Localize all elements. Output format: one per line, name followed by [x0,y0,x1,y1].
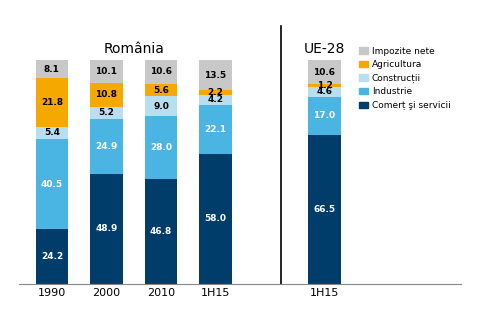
Text: 1.2: 1.2 [317,81,333,90]
Bar [308,87,341,97]
Bar [36,139,68,229]
Bar [90,174,123,284]
Bar [90,119,123,174]
Bar [144,84,177,96]
Text: 4.6: 4.6 [316,87,333,96]
Text: 17.0: 17.0 [313,112,336,120]
Bar [199,60,232,90]
Bar [36,127,68,139]
Text: 10.8: 10.8 [96,90,118,100]
Bar [308,97,341,135]
Text: 5.6: 5.6 [153,86,169,94]
Bar [90,60,123,83]
Bar [36,229,68,284]
Bar [308,60,341,84]
Bar [144,179,177,284]
Bar [199,105,232,154]
Text: 10.6: 10.6 [150,67,172,77]
Text: 9.0: 9.0 [153,102,169,111]
Text: 48.9: 48.9 [95,224,118,233]
Text: 22.1: 22.1 [204,125,227,134]
Text: 21.8: 21.8 [41,98,63,107]
Bar [90,83,123,107]
Text: 13.5: 13.5 [204,71,227,80]
Text: 2.2: 2.2 [207,88,223,97]
Bar [308,84,341,87]
Bar [199,90,232,95]
Text: 5.2: 5.2 [98,108,114,117]
Text: 4.2: 4.2 [207,95,224,104]
Text: 10.1: 10.1 [96,67,118,76]
Text: 66.5: 66.5 [313,205,336,214]
Text: 5.4: 5.4 [44,129,60,137]
Legend: Impozite nete, Agricultura, Construcții, Industrie, Comerț şi servicii: Impozite nete, Agricultura, Construcții,… [359,47,450,110]
Text: România: România [103,42,164,56]
Text: 10.6: 10.6 [313,68,336,77]
Text: 58.0: 58.0 [204,214,227,223]
Bar [144,60,177,84]
Bar [36,60,68,78]
Text: 8.1: 8.1 [44,65,60,74]
Text: UE-28: UE-28 [304,42,345,56]
Bar [308,135,341,284]
Text: 40.5: 40.5 [41,180,63,189]
Bar [199,154,232,284]
Bar [199,95,232,105]
Text: 28.0: 28.0 [150,143,172,152]
Text: 24.9: 24.9 [95,142,118,151]
Bar [144,117,177,179]
Bar [144,96,177,117]
Text: 24.2: 24.2 [41,252,63,261]
Text: 46.8: 46.8 [150,227,172,236]
Bar [90,107,123,119]
Bar [36,78,68,127]
